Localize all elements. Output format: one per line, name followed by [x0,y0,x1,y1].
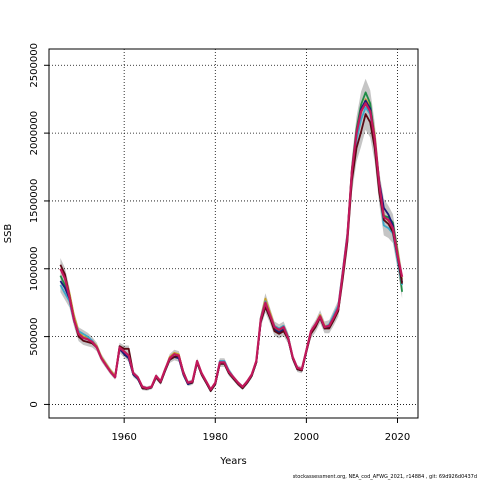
series-line [59,113,403,392]
series-line [59,106,403,391]
x-tick-label: 1980 [203,432,228,443]
series-lines [59,91,404,392]
series-line [59,98,403,391]
confidence-band [60,78,403,393]
x-tick-label: 1960 [111,432,136,443]
x-axis-title: Years [219,456,246,467]
x-tick-label: 2000 [294,432,319,443]
x-axis: 1960 1980 2000 2020 [111,418,410,443]
footer-credit: stockassessment.org, NEA_cod_AFWG_2021, … [293,474,477,480]
series-line [59,91,403,392]
uncertainty-band-area [60,78,403,393]
y-tick-label: 1500000 [29,179,40,224]
y-axis: 0 500000 1000000 1500000 2000000 2500000 [29,43,49,408]
plot-frame [48,48,419,419]
y-tick-label: 0 [29,401,40,407]
y-tick-label: 1000000 [29,247,40,292]
series-line [59,99,403,392]
y-axis-title: SSB [3,224,14,244]
y-tick-label: 2000000 [29,111,40,156]
x-tick-label: 2020 [385,432,410,443]
y-tick-label: 2500000 [29,43,40,88]
series-line [59,102,404,391]
y-tick-label: 500000 [29,318,40,356]
